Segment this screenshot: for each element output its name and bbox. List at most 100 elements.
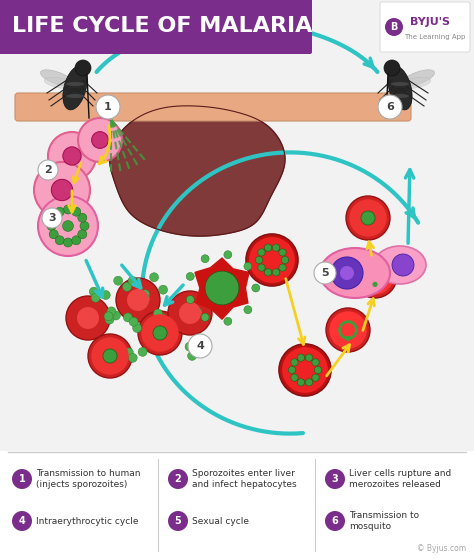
Text: LIFE CYCLE OF MALARIA: LIFE CYCLE OF MALARIA [12,16,312,36]
Circle shape [49,213,58,222]
Text: The Learning App: The Learning App [404,34,465,40]
Circle shape [331,257,363,289]
Circle shape [78,118,122,162]
Circle shape [186,296,194,304]
Circle shape [329,311,367,349]
Circle shape [51,179,73,201]
Circle shape [288,366,296,373]
Circle shape [103,349,117,363]
Circle shape [246,234,298,286]
Circle shape [133,292,142,301]
Circle shape [314,366,322,373]
Circle shape [264,269,272,276]
Circle shape [297,354,305,361]
Circle shape [305,354,313,361]
Circle shape [325,511,345,531]
Circle shape [244,262,252,270]
Circle shape [179,302,201,324]
Circle shape [312,359,319,366]
Circle shape [91,293,100,302]
Circle shape [38,196,98,256]
Circle shape [264,244,272,252]
Circle shape [91,131,109,148]
Circle shape [116,278,160,322]
Ellipse shape [66,88,84,92]
Circle shape [378,95,402,119]
Text: Sporozoites enter liver
and infect hepatocytes: Sporozoites enter liver and infect hepat… [192,469,297,489]
Circle shape [305,379,313,386]
Text: 6: 6 [386,102,394,112]
Text: Transmission to human
(injects sporozoites): Transmission to human (injects sporozoit… [36,469,140,489]
Polygon shape [195,258,249,319]
Circle shape [146,330,155,339]
Circle shape [138,347,147,357]
Circle shape [252,284,260,292]
Circle shape [326,308,370,352]
Circle shape [12,469,32,489]
Text: 6: 6 [332,516,338,526]
Circle shape [133,324,142,333]
Circle shape [124,348,133,357]
Ellipse shape [399,77,431,89]
Circle shape [127,289,149,311]
Circle shape [201,255,209,263]
Ellipse shape [391,82,409,86]
Circle shape [55,236,64,245]
Circle shape [392,254,414,276]
Circle shape [325,469,345,489]
Circle shape [78,213,87,222]
Ellipse shape [391,94,409,98]
Text: 2: 2 [174,474,182,484]
Circle shape [131,292,140,301]
Circle shape [361,211,375,225]
FancyBboxPatch shape [0,0,312,54]
Circle shape [153,326,167,340]
Circle shape [123,282,132,291]
Circle shape [224,318,232,325]
Circle shape [141,290,150,299]
Circle shape [188,334,212,358]
Text: 4: 4 [196,341,204,351]
Circle shape [156,322,165,331]
Circle shape [111,311,120,320]
Text: 1: 1 [104,102,112,112]
Circle shape [72,207,81,216]
Circle shape [282,347,328,393]
Circle shape [42,208,62,228]
Circle shape [168,469,188,489]
Text: Liver cells rupture and
merozoites released: Liver cells rupture and merozoites relea… [349,469,451,489]
Circle shape [141,295,150,304]
Circle shape [353,254,397,298]
Circle shape [141,314,179,352]
Ellipse shape [320,248,390,298]
Text: 3: 3 [48,213,56,223]
Circle shape [63,147,81,165]
Circle shape [249,237,295,283]
Circle shape [349,200,387,236]
Circle shape [72,236,81,245]
Circle shape [273,269,280,276]
Text: Transmission to
mosquito: Transmission to mosquito [349,511,419,531]
Circle shape [205,271,239,305]
Circle shape [201,313,209,321]
Circle shape [64,205,73,214]
Circle shape [88,334,132,378]
FancyBboxPatch shape [380,2,470,52]
Ellipse shape [388,66,412,110]
Circle shape [66,296,110,340]
Circle shape [154,309,163,318]
Circle shape [186,272,194,281]
Circle shape [244,306,252,314]
Circle shape [78,230,87,239]
Circle shape [150,273,159,282]
Circle shape [107,307,116,316]
Circle shape [258,249,265,256]
FancyBboxPatch shape [0,451,474,559]
Circle shape [91,337,129,375]
Text: 2: 2 [44,165,52,175]
Circle shape [168,511,188,531]
Ellipse shape [66,94,84,98]
Text: BYJU'S: BYJU'S [410,17,450,27]
Circle shape [114,276,123,285]
Ellipse shape [374,246,426,284]
